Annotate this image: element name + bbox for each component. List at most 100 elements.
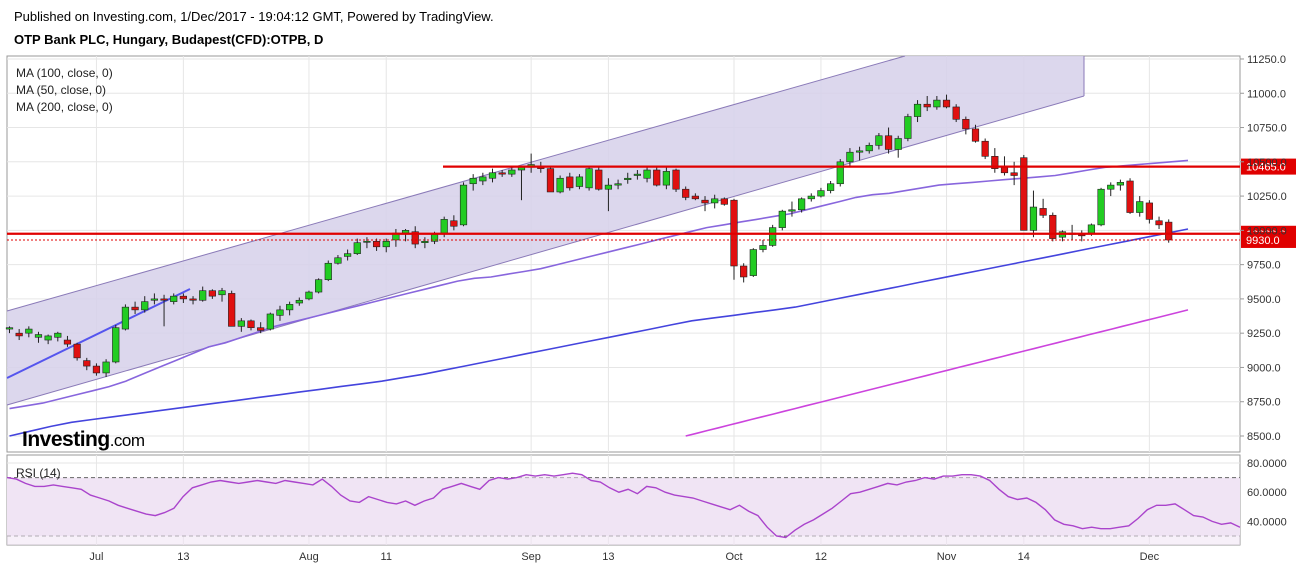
candle[interactable] <box>488 168 497 183</box>
candle[interactable] <box>266 312 274 331</box>
candle[interactable] <box>566 172 574 191</box>
candle[interactable] <box>817 187 825 198</box>
candle[interactable] <box>1029 190 1038 238</box>
candle[interactable] <box>1097 187 1105 227</box>
candle[interactable] <box>334 255 342 265</box>
candle[interactable] <box>237 318 245 332</box>
candle[interactable] <box>884 127 893 154</box>
candle[interactable] <box>411 226 419 249</box>
candle[interactable] <box>1165 219 1173 243</box>
candle[interactable] <box>682 186 690 201</box>
candle[interactable] <box>865 142 873 154</box>
candle[interactable] <box>498 170 506 177</box>
candle[interactable] <box>286 301 294 316</box>
candle[interactable] <box>179 293 187 304</box>
candle[interactable] <box>923 95 931 112</box>
candle[interactable] <box>228 290 236 327</box>
candle[interactable] <box>469 174 477 191</box>
candle[interactable] <box>295 297 303 306</box>
candle[interactable] <box>826 180 835 194</box>
candle[interactable] <box>276 305 284 321</box>
candle[interactable] <box>662 165 670 190</box>
candle[interactable] <box>112 324 120 364</box>
candle[interactable] <box>962 116 970 135</box>
candle[interactable] <box>1039 198 1047 219</box>
candle[interactable] <box>971 124 980 143</box>
candle[interactable] <box>624 172 632 184</box>
candle[interactable] <box>324 260 332 282</box>
candle[interactable] <box>807 193 815 202</box>
candle[interactable] <box>614 179 622 190</box>
candle[interactable] <box>1049 212 1057 242</box>
candle[interactable] <box>459 182 468 227</box>
candle[interactable] <box>672 168 680 192</box>
candle[interactable] <box>189 296 197 305</box>
candle[interactable] <box>1107 182 1115 197</box>
candle[interactable] <box>5 326 14 334</box>
candle[interactable] <box>701 196 709 212</box>
candle[interactable] <box>141 296 149 313</box>
candle[interactable] <box>92 363 101 376</box>
candle[interactable] <box>981 138 989 160</box>
candle[interactable] <box>353 238 361 256</box>
candle[interactable] <box>25 326 33 338</box>
candle[interactable] <box>740 263 748 283</box>
candle[interactable] <box>150 293 159 305</box>
candle[interactable] <box>546 165 555 193</box>
candle[interactable] <box>363 237 371 249</box>
candle[interactable] <box>604 178 613 212</box>
candle[interactable] <box>450 215 458 231</box>
candle[interactable] <box>855 146 864 161</box>
candle[interactable] <box>131 301 139 314</box>
candle[interactable] <box>1155 216 1163 229</box>
candle[interactable] <box>749 248 757 277</box>
candle[interactable] <box>63 335 72 347</box>
candle[interactable] <box>933 95 941 110</box>
candle[interactable] <box>34 331 43 343</box>
candle[interactable] <box>720 197 728 206</box>
candle[interactable] <box>208 289 216 299</box>
candle[interactable] <box>778 209 786 231</box>
candle[interactable] <box>595 165 603 191</box>
candle[interactable] <box>788 201 796 217</box>
candle[interactable] <box>836 159 844 187</box>
candle[interactable] <box>904 113 912 142</box>
candle[interactable] <box>421 237 429 249</box>
candle[interactable] <box>479 172 487 186</box>
candle[interactable] <box>54 331 62 342</box>
candle[interactable] <box>798 197 806 213</box>
candle[interactable] <box>1116 179 1124 191</box>
candle[interactable] <box>894 135 902 158</box>
candle[interactable] <box>711 194 719 209</box>
candle[interactable] <box>160 294 168 327</box>
candle[interactable] <box>759 239 767 253</box>
candle[interactable] <box>44 334 52 345</box>
candle[interactable] <box>199 286 207 302</box>
candle[interactable] <box>1136 196 1144 217</box>
candle[interactable] <box>846 148 854 166</box>
candle[interactable] <box>343 249 352 261</box>
candle[interactable] <box>15 329 23 341</box>
candle[interactable] <box>633 170 641 180</box>
candle[interactable] <box>769 224 777 247</box>
candle[interactable] <box>257 322 265 334</box>
candle[interactable] <box>382 238 390 253</box>
candle[interactable] <box>942 94 951 109</box>
candle[interactable] <box>1145 200 1153 224</box>
candle[interactable] <box>305 290 313 301</box>
candle[interactable] <box>653 167 661 187</box>
candle[interactable] <box>643 167 651 183</box>
candle[interactable] <box>73 342 81 361</box>
candle[interactable] <box>575 174 584 190</box>
candle[interactable] <box>875 133 883 150</box>
candle[interactable] <box>508 167 516 177</box>
candle[interactable] <box>218 287 226 302</box>
candle[interactable] <box>121 304 130 331</box>
candle[interactable] <box>691 193 699 201</box>
candle[interactable] <box>315 278 323 294</box>
candle[interactable] <box>170 293 178 305</box>
candle[interactable] <box>952 104 960 123</box>
candle[interactable] <box>991 148 999 173</box>
candle[interactable] <box>102 359 110 378</box>
